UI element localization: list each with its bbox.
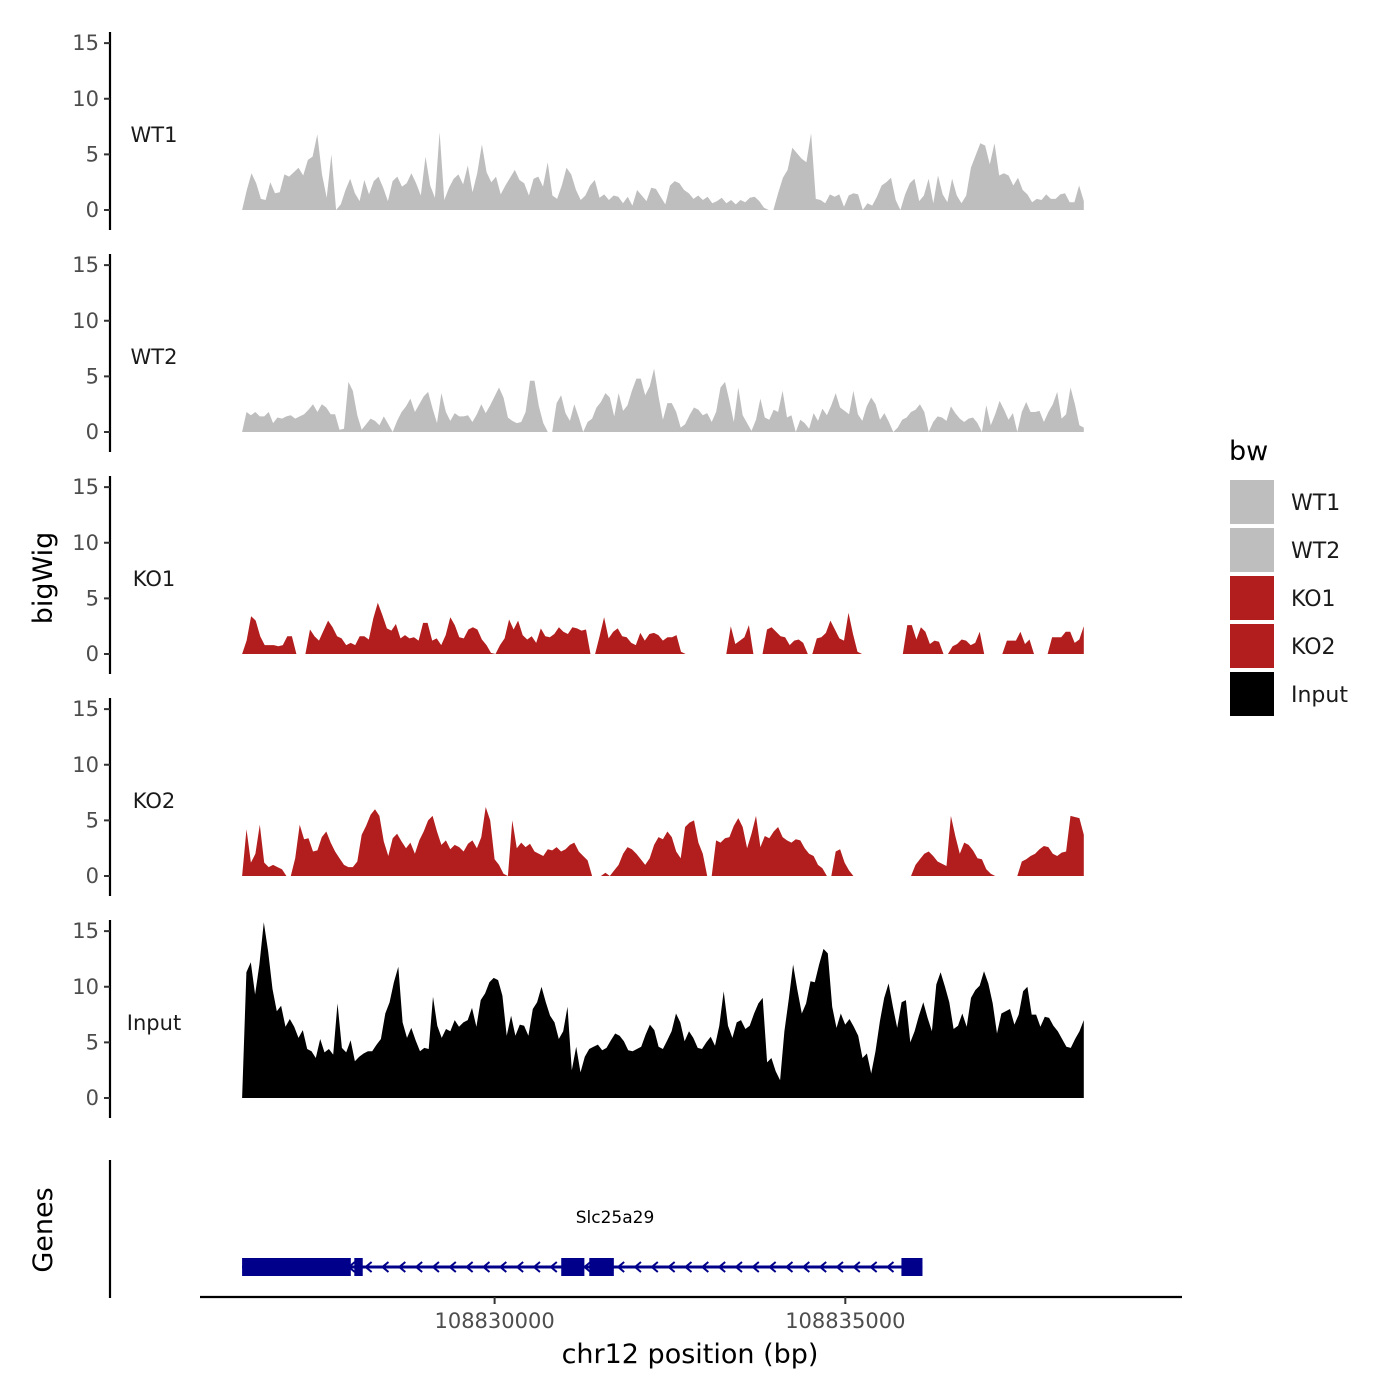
strand-arrow: [397, 1261, 406, 1273]
y-tick-label: 15: [72, 697, 99, 721]
strand-arrow: [818, 1261, 827, 1273]
track-label-input: Input: [127, 1011, 181, 1035]
gene-exon: [242, 1258, 351, 1276]
y-tick-label: 10: [72, 531, 99, 555]
y-tick-label: 0: [86, 642, 99, 666]
strand-arrow: [532, 1261, 541, 1273]
x-axis-title: chr12 position (bp): [562, 1339, 819, 1370]
track-panel-wt1: 0 5 10 15 WT1: [72, 31, 1084, 230]
strand-arrow: [549, 1261, 558, 1273]
strand-arrow: [784, 1261, 794, 1273]
coverage-area-ko2: [242, 807, 1084, 876]
y-tick-label: 5: [86, 364, 99, 388]
track-label-wt1: WT1: [131, 123, 178, 147]
y-tick-label: 5: [86, 808, 99, 832]
legend-swatch-ko2: [1230, 624, 1274, 668]
track-label-wt2: WT2: [131, 345, 178, 369]
track-panel-wt2: 0 5 10 15 WT2: [72, 253, 1084, 452]
legend-label-ko2: KO2: [1291, 635, 1336, 660]
legend-label-input: Input: [1291, 683, 1348, 708]
strand-arrow: [683, 1261, 693, 1273]
y-tick-label: 10: [72, 309, 99, 333]
strand-arrow: [835, 1261, 844, 1273]
genes-axis-title: Genes: [28, 1187, 59, 1272]
strand-arrow: [498, 1261, 507, 1273]
track-panel-input: 0 5 10 15 Input: [72, 919, 1084, 1118]
strand-arrow: [448, 1261, 457, 1273]
track-panel-ko1: 0 5 10 15 KO1: [72, 475, 1084, 674]
y-tick-label: 10: [72, 975, 99, 999]
strand-arrow: [633, 1261, 642, 1273]
strand-arrow: [515, 1261, 524, 1273]
strand-arrow: [734, 1261, 743, 1273]
y-tick-label: 10: [72, 87, 99, 111]
strand-arrow: [364, 1261, 373, 1273]
strand-arrow: [414, 1261, 423, 1273]
strand-arrow: [885, 1261, 895, 1273]
coverage-area-wt2: [242, 368, 1084, 432]
y-tick-label: 0: [86, 864, 99, 888]
strand-arrow: [717, 1261, 726, 1273]
strand-arrow: [852, 1261, 861, 1273]
y-tick-label: 15: [72, 31, 99, 55]
strand-arrow: [869, 1261, 878, 1273]
strand-arrow: [616, 1261, 625, 1273]
gene-exon: [561, 1258, 585, 1276]
y-tick-label: 5: [86, 142, 99, 166]
y-tick-label: 5: [86, 586, 99, 610]
strand-arrow: [650, 1261, 659, 1273]
legend-label-wt1: WT1: [1291, 491, 1340, 516]
y-tick-label: 15: [72, 475, 99, 499]
strand-arrow: [380, 1261, 390, 1273]
gene-exon: [589, 1258, 614, 1276]
y-tick-label: 0: [86, 198, 99, 222]
strand-arrow: [700, 1261, 709, 1273]
legend: bw WT1 WT2 KO1 KO2 Input: [1229, 436, 1348, 716]
gene-label: Slc25a29: [576, 1208, 655, 1228]
legend-swatch-input: [1230, 672, 1274, 716]
x-tick-label: 108835000: [785, 1309, 905, 1333]
strand-arrow: [768, 1261, 777, 1273]
legend-title: bw: [1229, 436, 1268, 467]
track-panel-ko2: 0 5 10 15 KO2: [72, 697, 1084, 896]
strand-arrow: [801, 1261, 810, 1273]
strand-arrow: [582, 1261, 592, 1273]
legend-label-ko1: KO1: [1291, 587, 1336, 612]
legend-swatch-ko1: [1230, 576, 1274, 620]
strand-arrow: [431, 1261, 440, 1273]
genes-panel: Slc25a29: [108, 1160, 923, 1298]
track-label-ko1: KO1: [133, 567, 176, 591]
y-tick-label: 0: [86, 420, 99, 444]
x-axis: 108830000 108835000: [200, 1295, 1182, 1333]
legend-swatch-wt1: [1230, 480, 1274, 524]
x-tick-label: 108830000: [434, 1309, 554, 1333]
legend-swatch-wt2: [1230, 528, 1274, 572]
coverage-area-ko1: [242, 602, 1084, 654]
gene-exon: [354, 1258, 363, 1276]
y-tick-label: 15: [72, 253, 99, 277]
legend-label-wt2: WT2: [1291, 539, 1340, 564]
track-label-ko2: KO2: [133, 789, 176, 813]
coverage-area-input: [242, 922, 1084, 1098]
y-axis-title: bigWig: [28, 532, 59, 625]
strand-arrow: [465, 1261, 474, 1273]
y-tick-label: 5: [86, 1030, 99, 1054]
y-tick-label: 15: [72, 919, 99, 943]
strand-arrow: [751, 1261, 760, 1273]
gene-exon: [901, 1258, 923, 1276]
y-tick-label: 10: [72, 753, 99, 777]
bigwig-tracks: 0 5 10 15 WT1 0 5 10 15 WT2 0 5 10 15 KO1 0 5 10 15 KO2 0 5 10…: [72, 31, 1084, 1118]
strand-arrow: [481, 1261, 491, 1273]
strand-arrow: [667, 1261, 676, 1273]
y-tick-label: 0: [86, 1086, 99, 1110]
coverage-area-wt1: [242, 132, 1084, 210]
